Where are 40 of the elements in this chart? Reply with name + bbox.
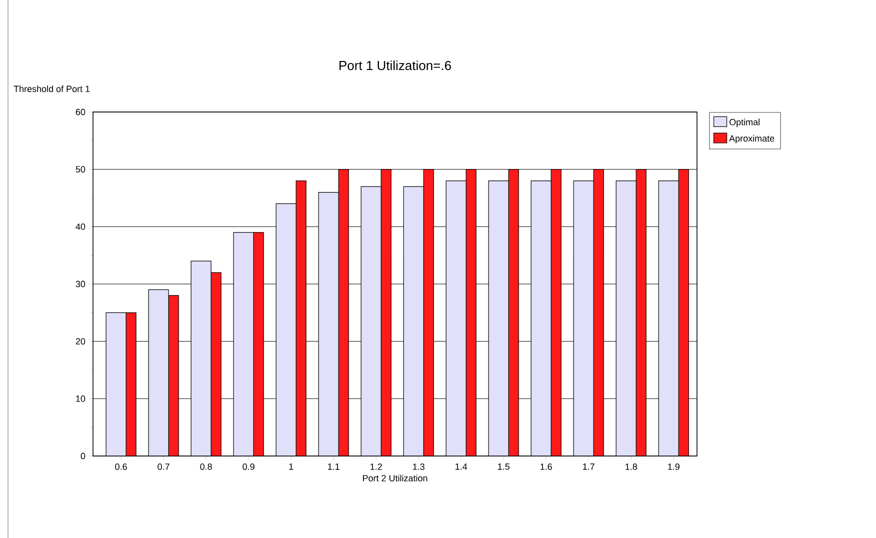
x-tick-label: 1.3 [413,464,424,470]
bar [446,180,466,456]
bar [276,203,296,456]
x-tick-label: 1.6 [540,464,552,470]
x-tick-label: 0.8 [200,464,212,470]
x-tick-label: 1.1 [328,464,340,470]
x-tick-label: 1.4 [456,464,468,470]
y-tick-label: 30 [76,280,86,288]
bar [573,180,594,456]
y-tick-label: 10 [76,395,86,402]
y-tick-label: 60 [76,108,86,116]
x-axis-title: Port 2 Utilization [362,474,428,482]
x-tick-label: 1 [289,464,294,470]
bar [530,180,552,456]
y-tick-label: 50 [76,166,86,173]
bar [658,180,679,456]
y-axis-title: Threshold of Port 1 [14,85,90,92]
chart-title: Port 1 Utilization=.6 [340,60,451,70]
bar [106,312,126,456]
legend-label: Optimal [730,118,760,128]
bar [190,260,212,456]
x-tick-label: 1.7 [583,464,594,470]
x-tick-label: 1.2 [370,464,382,470]
bar [616,180,636,456]
bar [403,186,424,456]
x-tick-label: 1.8 [626,464,637,470]
y-tick-label: 20 [76,338,86,345]
y-tick-label: 0 [80,452,86,460]
x-tick-label: 0.6 [115,464,127,470]
bar [360,186,382,456]
legend-label: Aproximate [729,134,774,144]
bar [318,192,339,456]
bar [233,232,254,456]
bar [148,289,169,456]
x-tick-label: 1.9 [668,464,680,470]
x-tick-label: 0.9 [242,464,254,470]
x-tick-label: 1.5 [498,464,510,470]
x-tick-label: 0.7 [158,464,170,470]
y-tick-label: 40 [76,223,86,230]
bar [488,180,509,456]
